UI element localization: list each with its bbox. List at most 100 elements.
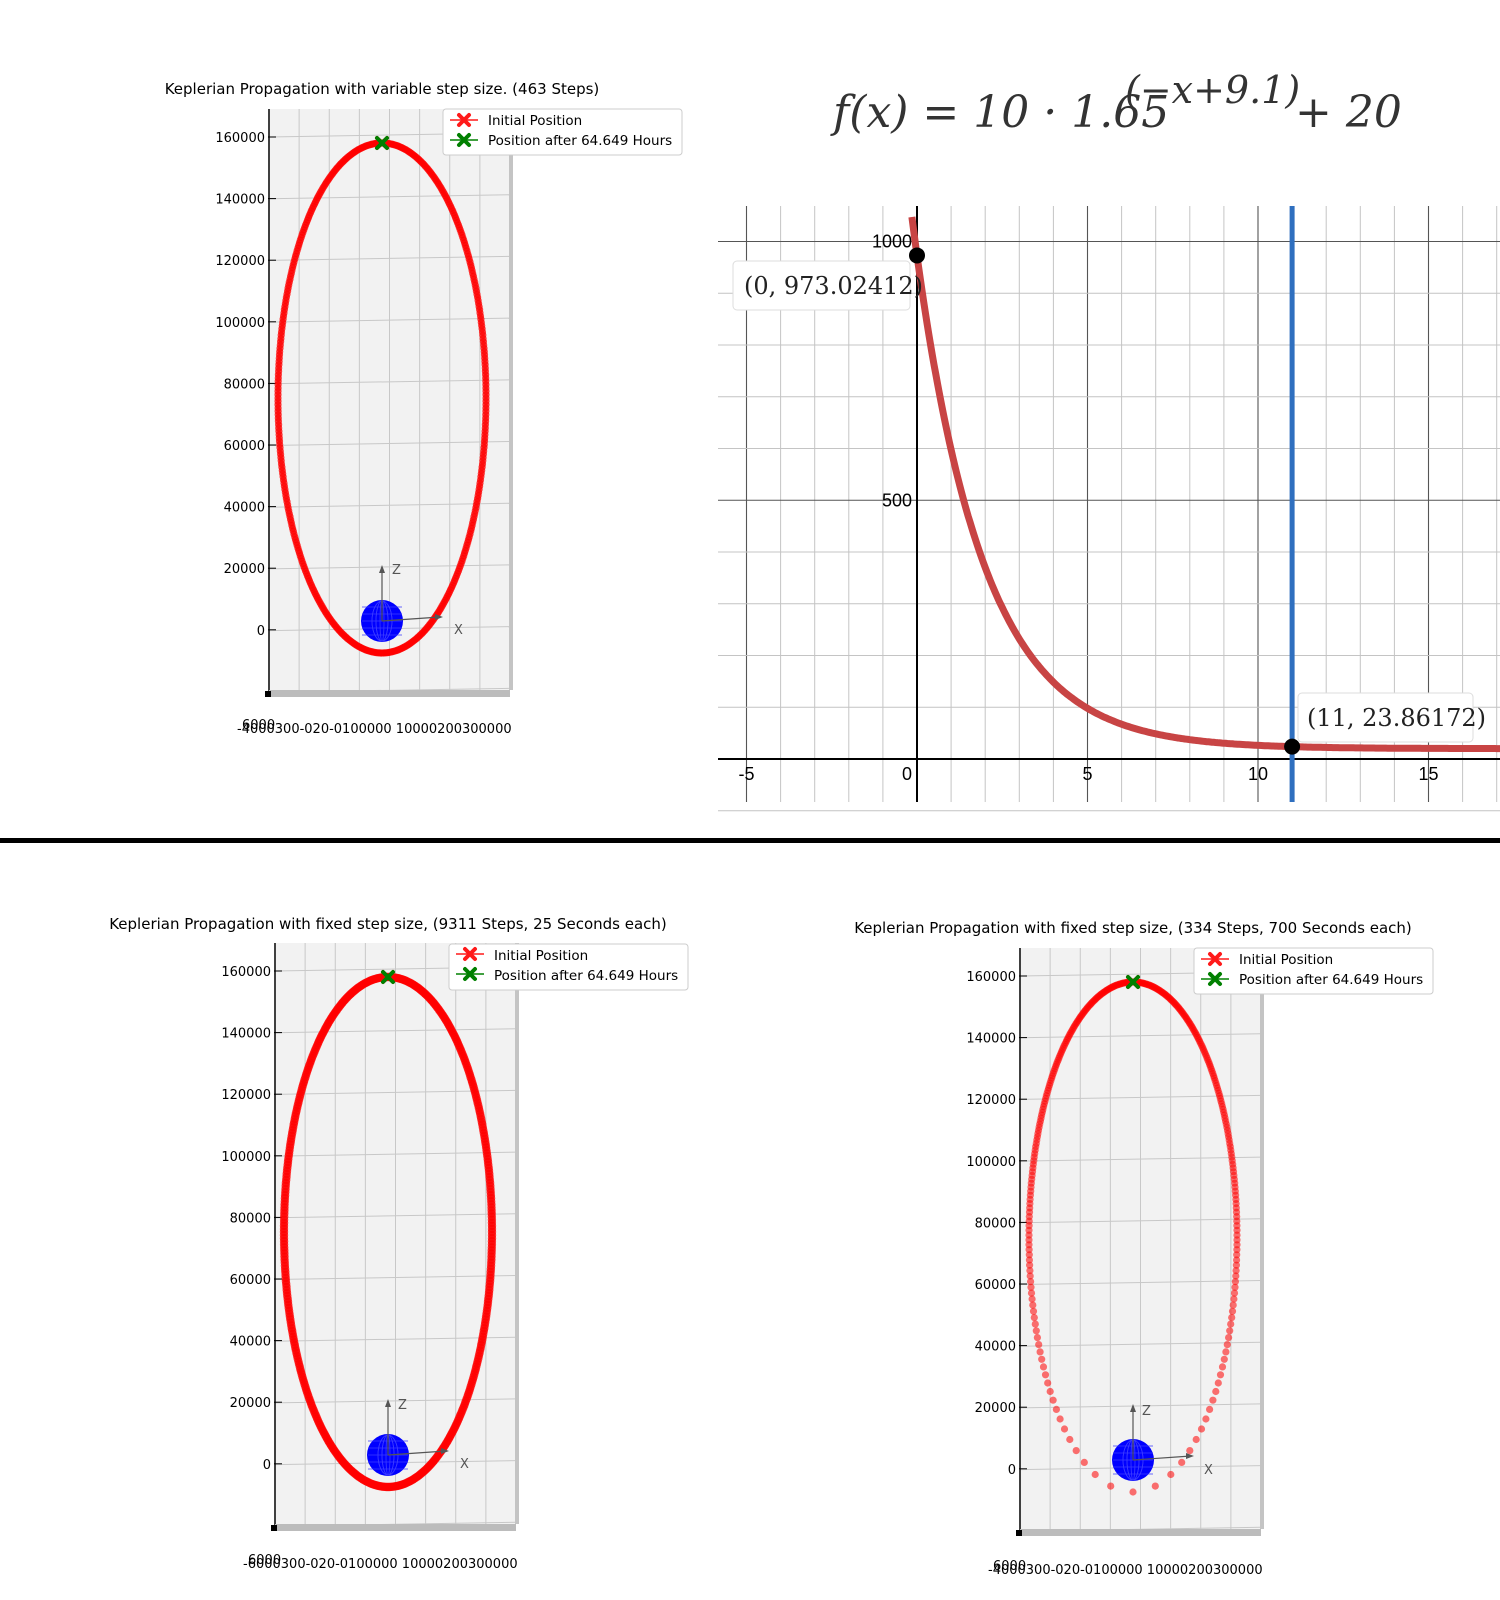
orbit-point bbox=[1178, 1458, 1186, 1466]
y-tick-label: 160000 bbox=[215, 131, 265, 146]
orbit-point bbox=[1220, 1355, 1228, 1363]
plot-title: Keplerian Propagation with variable step… bbox=[165, 80, 600, 98]
x-tick-labels: -6000300-020-0100000 10000200300000 bbox=[243, 1557, 518, 1572]
orbit-points bbox=[279, 972, 497, 1492]
legend-cross bbox=[463, 967, 477, 981]
orbit-point bbox=[1072, 1447, 1080, 1455]
y-tick-label: 0 bbox=[257, 624, 265, 639]
orbit-point bbox=[1044, 1379, 1052, 1387]
orbit-point bbox=[1027, 1289, 1036, 1297]
y-tick-label: 120000 bbox=[966, 1093, 1016, 1108]
orbit-point bbox=[1222, 1348, 1230, 1356]
orbit-point bbox=[1026, 1261, 1034, 1269]
orbit-point bbox=[1214, 1379, 1222, 1387]
orbit-point bbox=[1202, 1415, 1210, 1423]
y-tick-label: 40000 bbox=[224, 501, 265, 516]
orbit-point bbox=[1233, 1251, 1241, 1259]
orbit-point bbox=[1046, 1387, 1054, 1396]
orbit-point bbox=[382, 1482, 391, 1492]
x-tick-label: -5 bbox=[738, 764, 754, 784]
y-tick-label: 20000 bbox=[975, 1401, 1016, 1416]
legend: Initial Position Position after 64.649 H… bbox=[448, 943, 689, 991]
legend-label-after: Position after 64.649 Hours bbox=[494, 968, 678, 984]
formula-exponent: (−x+9.1) bbox=[1125, 68, 1300, 112]
y-tick-label: 140000 bbox=[221, 1027, 271, 1042]
final-position-marker bbox=[381, 970, 395, 984]
orbit-point bbox=[1039, 1363, 1048, 1371]
orbit-point bbox=[1216, 1371, 1225, 1379]
plot-title: Keplerian Propagation with fixed step si… bbox=[854, 919, 1412, 937]
orbit-point bbox=[1192, 1435, 1200, 1444]
exponential-curve bbox=[908, 216, 1500, 753]
legend-cross bbox=[457, 113, 471, 127]
legend-label-after: Position after 64.649 Hours bbox=[488, 133, 672, 149]
orbit-point bbox=[1025, 1246, 1033, 1254]
legend-box bbox=[1193, 947, 1434, 995]
legend-cross bbox=[463, 947, 477, 961]
orbit-point bbox=[1212, 1387, 1220, 1396]
y-tick-label: 1000 bbox=[872, 232, 912, 252]
x-tick-label: 5 bbox=[1082, 764, 1092, 784]
y-tick-label: 160000 bbox=[966, 970, 1016, 985]
y-tick-label: 60000 bbox=[224, 439, 265, 454]
formula: f(x) = 10 · 1.65 (−x+9.1) + 20 bbox=[830, 68, 1402, 138]
origin-tick-label: 6000 bbox=[242, 718, 275, 733]
orbit-point bbox=[1031, 1320, 1039, 1328]
orbit-point bbox=[1228, 1314, 1236, 1322]
orbit-point bbox=[1232, 1261, 1240, 1269]
orbit-point bbox=[1228, 1307, 1237, 1315]
legend-marker-initial bbox=[1201, 952, 1229, 966]
legend-marker-after bbox=[456, 967, 484, 981]
orbit-point bbox=[1026, 1267, 1034, 1275]
orbit-point bbox=[1028, 1295, 1036, 1303]
orbit-point bbox=[1232, 1267, 1240, 1275]
x-axis-label: X bbox=[1204, 1463, 1213, 1478]
orbit-point bbox=[1225, 1334, 1233, 1342]
orbit-point bbox=[1029, 1301, 1037, 1309]
orbit-point bbox=[1230, 1289, 1239, 1297]
y-tick-label: 120000 bbox=[221, 1088, 271, 1103]
plot-title: Keplerian Propagation with fixed step si… bbox=[109, 915, 667, 933]
legend-label-initial: Initial Position bbox=[494, 948, 588, 964]
axis-triad: X Z bbox=[385, 1398, 469, 1472]
y-tick-label: 0 bbox=[1008, 1463, 1016, 1478]
orbit-point bbox=[1231, 1283, 1239, 1291]
y-tick-label: 40000 bbox=[975, 1340, 1016, 1355]
orbit-point bbox=[1232, 1272, 1240, 1280]
y-tick-label: 500 bbox=[882, 490, 912, 510]
orbit-point bbox=[1226, 1327, 1234, 1335]
y-tick-label: 100000 bbox=[215, 316, 265, 331]
orbit-point bbox=[377, 649, 385, 657]
y-tick-label: 140000 bbox=[215, 193, 265, 208]
graph-tick-labels: -5 0 5 10 15 1000 500 bbox=[738, 232, 1438, 785]
orbit-point bbox=[1027, 1278, 1035, 1286]
legend-box bbox=[448, 943, 689, 991]
orbit-point bbox=[1025, 1251, 1033, 1259]
z-axis-label: Z bbox=[1142, 1404, 1151, 1419]
orbit-point bbox=[1049, 1396, 1057, 1404]
y-tick-labels: 160000 140000 120000 100000 80000 60000 40000 2… bbox=[221, 965, 282, 1473]
y-tick-label: 0 bbox=[263, 1458, 271, 1473]
svg-text:(0, 973.02412): (0, 973.02412) bbox=[744, 272, 923, 300]
x-tick-labels: -4000300-020-0100000 10000200300000 bbox=[237, 722, 512, 737]
legend-marker-initial bbox=[450, 113, 478, 127]
function-graph: f(x) = 10 · 1.65 (−x+9.1) + 20 -5 0 5 10 15 1… bbox=[718, 68, 1500, 812]
final-position-marker bbox=[375, 136, 389, 150]
orbit-point bbox=[1231, 1278, 1239, 1286]
x-axis-label: X bbox=[454, 623, 463, 638]
panel-divider bbox=[0, 838, 1500, 843]
orbit-point bbox=[1060, 1425, 1069, 1433]
orbit-point bbox=[1027, 1283, 1035, 1291]
y-tick-label: 80000 bbox=[224, 377, 265, 392]
legend-marker-after bbox=[450, 133, 478, 147]
y-tick-label: 40000 bbox=[230, 1335, 271, 1350]
orbit-point bbox=[1223, 1341, 1231, 1349]
orbit-point bbox=[1167, 1470, 1175, 1479]
position-markers bbox=[381, 970, 395, 984]
axis-triad: X Z bbox=[1130, 1404, 1213, 1478]
orbit-point bbox=[1029, 1307, 1038, 1315]
orbit-point bbox=[1030, 1314, 1038, 1322]
final-position-marker bbox=[1126, 975, 1140, 989]
orbit-point bbox=[1038, 1355, 1046, 1363]
